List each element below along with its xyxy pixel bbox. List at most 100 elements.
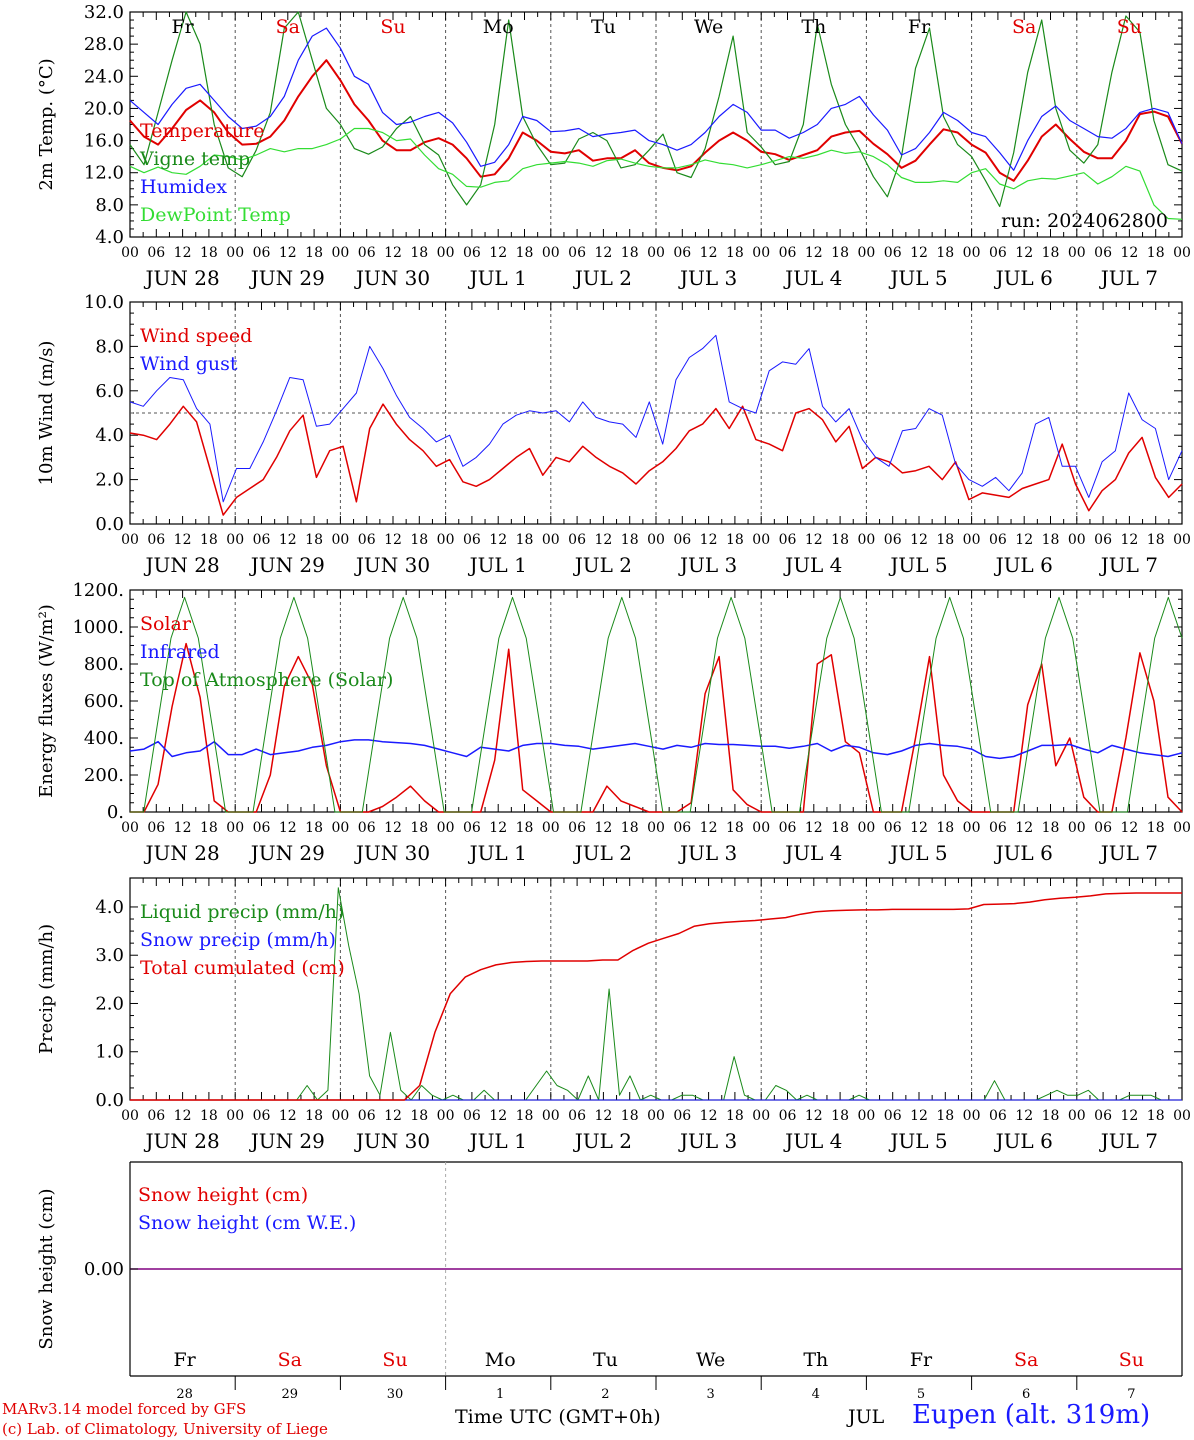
hour-tick-label: 18 [1042,245,1060,261]
hour-tick-label: 18 [410,532,428,548]
hour-tick-label: 18 [516,1108,534,1124]
hour-tick-label: 12 [279,820,297,836]
y-tick-label: 1200. [72,580,124,601]
weekday-label: Tu [593,1349,618,1371]
y-tick-label: 28.0 [84,34,124,55]
hour-tick-label: 12 [910,532,928,548]
hour-tick-label: 12 [594,1108,612,1124]
legend-entry: Wind speed [140,325,252,347]
legend-entry: Top of Atmosphere (Solar) [140,669,393,691]
hour-tick-label: 00 [331,820,349,836]
y-tick-label: 0.00 [84,1259,124,1280]
y-axis-label: Energy fluxes (W/m²) [36,604,57,798]
date-label: JUL 4 [783,553,842,577]
hour-tick-label: 12 [174,245,192,261]
day-number-label: 4 [812,1387,820,1402]
y-tick-label: 0. [107,802,124,823]
hour-tick-label: 12 [489,532,507,548]
hour-tick-label: 18 [936,1108,954,1124]
hour-tick-label: 00 [226,820,244,836]
series-line-infrared [129,739,1183,760]
legend-entry: Humidex [140,176,227,198]
day-number-label: 29 [282,1387,299,1402]
hour-tick-label: 06 [1094,1108,1112,1124]
hour-tick-label: 18 [936,820,954,836]
hour-tick-label: 00 [647,820,665,836]
weekday-label: Sa [276,16,300,38]
series-line-wind-gust [129,334,1183,503]
date-label: JUL 3 [678,266,737,290]
legend-entry: Snow height (cm) [138,1184,308,1206]
hour-tick-label: 00 [331,245,349,261]
date-label: JUL 6 [994,1129,1053,1153]
hour-tick-label: 18 [305,532,323,548]
hour-tick-label: 18 [621,245,639,261]
date-label: JUN 28 [144,841,220,865]
hour-tick-label: 18 [200,1108,218,1124]
hour-tick-label: 12 [384,245,402,261]
hour-tick-label: 06 [463,1108,481,1124]
month-label: JUL [848,1406,885,1428]
hour-tick-label: 12 [489,245,507,261]
hour-tick-label: 12 [805,820,823,836]
date-label: JUL 6 [994,841,1053,865]
date-label: JUN 28 [144,1129,220,1153]
y-tick-label: 10.0 [84,292,124,313]
hour-tick-label: 18 [1042,1108,1060,1124]
y-tick-label: 1.0 [95,1042,124,1063]
hour-tick-label: 18 [621,532,639,548]
hour-tick-label: 00 [963,532,981,548]
date-label: JUL 5 [888,841,947,865]
hour-tick-label: 00 [226,245,244,261]
hour-tick-label: 00 [121,532,139,548]
date-label: JUL 5 [888,266,947,290]
hour-tick-label: 12 [805,245,823,261]
hour-tick-label: 06 [253,245,271,261]
date-label: JUN 29 [249,841,325,865]
hour-tick-label: 18 [305,820,323,836]
series-line-temperature [129,59,1183,182]
y-tick-label: 0.0 [95,514,124,535]
hour-tick-label: 06 [673,245,691,261]
hour-tick-label: 12 [279,1108,297,1124]
hour-tick-label: 00 [963,1108,981,1124]
run-label: run: 2024062800 [1001,210,1168,232]
hour-tick-label: 06 [779,245,797,261]
hour-tick-label: 00 [647,1108,665,1124]
hour-tick-label: 00 [331,1108,349,1124]
hour-tick-label: 00 [752,245,770,261]
hour-tick-label: 06 [568,532,586,548]
date-label: JUN 29 [249,553,325,577]
y-tick-label: 4.0 [95,897,124,918]
hour-tick-label: 18 [1147,532,1165,548]
y-tick-label: 8.0 [95,336,124,357]
hour-tick-label: 06 [989,1108,1007,1124]
hour-tick-label: 18 [200,532,218,548]
hour-tick-label: 18 [516,245,534,261]
y-axis-label: Precip (mm/h) [36,924,57,1054]
hour-tick-label: 18 [621,820,639,836]
hour-tick-label: 12 [910,820,928,836]
hour-tick-label: 12 [1120,245,1138,261]
weekday-label: Sa [1012,16,1036,38]
hour-tick-label: 00 [647,532,665,548]
hour-tick-label: 00 [857,245,875,261]
legend-entry: Wind gust [140,353,238,375]
hour-tick-label: 06 [779,1108,797,1124]
station-label: Eupen (alt. 319m) [912,1400,1151,1430]
y-tick-label: 200. [84,765,124,786]
hour-tick-label: 12 [805,532,823,548]
hour-tick-label: 06 [989,532,1007,548]
day-number-label: 1 [496,1387,504,1402]
hour-tick-label: 18 [726,532,744,548]
hour-tick-label: 06 [463,532,481,548]
hour-tick-label: 18 [1042,820,1060,836]
legend-entry: Liquid precip (mm/h) [140,901,344,923]
y-tick-label: 600. [84,691,124,712]
hour-tick-label: 06 [673,532,691,548]
hour-tick-label: 18 [516,820,534,836]
date-label: JUL 1 [468,841,527,865]
date-label: JUL 3 [678,1129,737,1153]
y-axis-label: 10m Wind (m/s) [36,341,57,486]
